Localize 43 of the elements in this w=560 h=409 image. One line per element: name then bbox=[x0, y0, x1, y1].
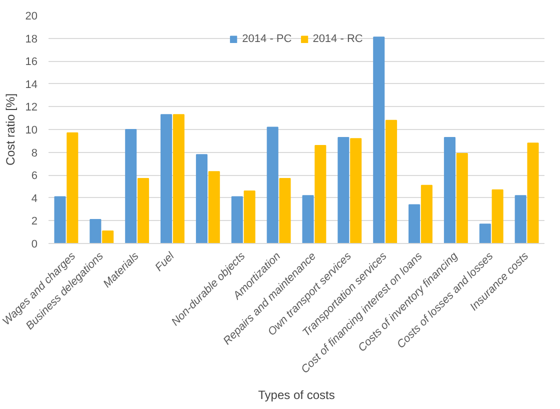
bar bbox=[302, 195, 314, 244]
bar bbox=[408, 204, 420, 244]
bar bbox=[138, 178, 150, 244]
bar bbox=[125, 129, 137, 244]
y-tick-label: 16 bbox=[25, 56, 38, 68]
bar bbox=[244, 190, 256, 244]
y-tick-label: 0 bbox=[31, 238, 38, 250]
bar bbox=[492, 189, 504, 244]
y-tick-label: 12 bbox=[25, 102, 38, 114]
bar bbox=[350, 138, 362, 244]
legend-label: 2014 - PC bbox=[242, 33, 292, 45]
y-tick-label: 14 bbox=[25, 78, 38, 91]
bar bbox=[514, 195, 526, 244]
y-tick-label: 6 bbox=[31, 170, 38, 182]
bar bbox=[338, 136, 350, 244]
bar bbox=[279, 178, 291, 244]
bar bbox=[479, 224, 491, 244]
bar bbox=[66, 132, 78, 244]
bar bbox=[386, 120, 398, 244]
y-tick-label: 4 bbox=[31, 192, 38, 205]
bar bbox=[172, 114, 184, 244]
bar bbox=[196, 154, 208, 244]
bar bbox=[160, 114, 172, 244]
legend-label: 2014 - RC bbox=[312, 33, 363, 45]
bar bbox=[102, 230, 114, 244]
bar bbox=[444, 136, 456, 244]
bar bbox=[208, 171, 220, 244]
x-axis-title: Types of costs bbox=[258, 388, 335, 402]
y-tick-label: 10 bbox=[25, 124, 38, 136]
bar bbox=[373, 36, 385, 244]
y-tick-label: 2 bbox=[31, 216, 38, 228]
bar bbox=[54, 196, 66, 244]
y-tick-label: 18 bbox=[25, 33, 38, 46]
y-tick-label: 8 bbox=[31, 147, 38, 160]
bar bbox=[456, 152, 468, 244]
y-tick-label: 20 bbox=[25, 10, 38, 22]
bar bbox=[527, 142, 539, 244]
bar bbox=[266, 126, 278, 244]
bar bbox=[314, 144, 326, 244]
bar bbox=[90, 219, 102, 244]
y-axis-title: Cost ratio [%] bbox=[3, 93, 18, 166]
bar bbox=[420, 184, 432, 244]
bar bbox=[231, 196, 243, 244]
